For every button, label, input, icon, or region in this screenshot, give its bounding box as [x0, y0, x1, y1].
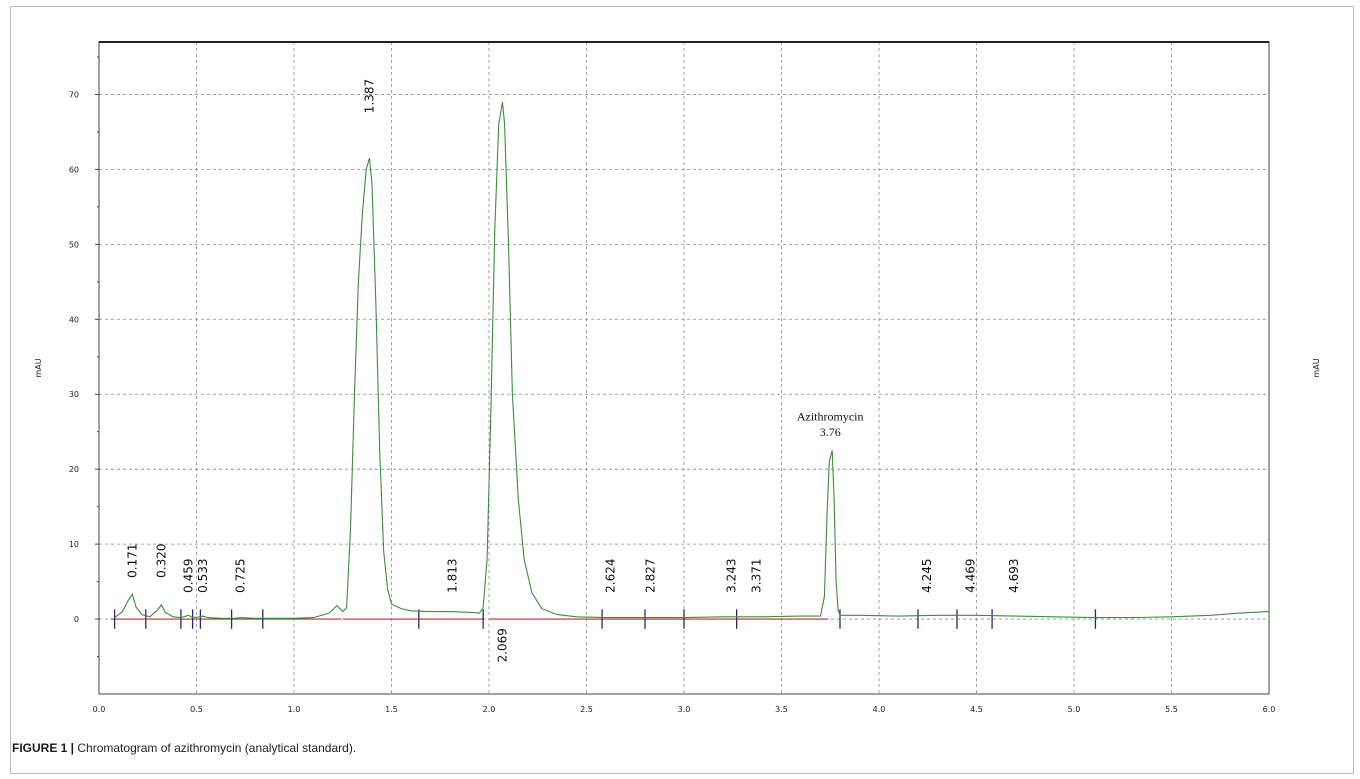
peak-label: 2.069: [495, 628, 509, 662]
x-tick-label: 0.0: [93, 705, 106, 714]
grid: [99, 42, 1269, 694]
chromatogram-chart: 0 10 20 30 40 50 60 70 0.0 0.5 1.0 1.5 2.0 2.5 3.0 3.5…: [34, 41, 1321, 714]
peak-label: 3.371: [749, 558, 763, 592]
peak-labels: 0.171 0.320 0.459 0.533 0.725 1.387 1.813 2.069…: [125, 79, 1021, 663]
x-tick-label: 3.5: [775, 705, 788, 714]
y-axis-label-right: mAU: [1312, 358, 1321, 377]
y-axis-label-left: mAU: [34, 358, 43, 377]
x-tick-label: 1.0: [288, 705, 301, 714]
peak-label: 2.624: [604, 558, 618, 592]
peak-label: 0.459: [182, 558, 196, 592]
figure-frame: 0 10 20 30 40 50 60 70 0.0 0.5 1.0 1.5 2.0 2.5 3.0 3.5…: [10, 6, 1354, 774]
peak-label: 3.243: [724, 558, 738, 592]
peak-label: 2.827: [643, 558, 657, 592]
x-tick-label: 4.5: [970, 705, 983, 714]
figure-caption: FIGURE 1 | Chromatogram of azithromycin …: [12, 741, 356, 755]
caption-text: Chromatogram of azithromycin (analytical…: [74, 741, 357, 755]
y-tick-label: 0: [74, 615, 79, 624]
peak-label: 0.171: [125, 543, 139, 577]
chromatogram-signal-line: [114, 101, 1270, 619]
x-tick-label: 6.0: [1263, 705, 1276, 714]
y-tick-label: 60: [69, 165, 79, 174]
integration-markers: [113, 609, 1097, 629]
y-tick-label: 20: [69, 465, 79, 474]
x-axis-ticks: 0.0 0.5 1.0 1.5 2.0 2.5 3.0 3.5 4.0 4.5 5.0 5.5 6.0: [93, 705, 1276, 714]
y-tick-label: 70: [69, 90, 79, 99]
peak-label: 4.245: [920, 558, 934, 592]
peak-label: 4.469: [963, 558, 977, 592]
y-tick-label: 50: [69, 240, 79, 249]
x-tick-label: 1.5: [385, 705, 398, 714]
peak-label: 0.725: [233, 558, 247, 592]
peak-label: 4.693: [1007, 558, 1021, 592]
x-tick-label: 4.0: [873, 705, 886, 714]
x-tick-label: 5.5: [1165, 705, 1178, 714]
x-tick-label: 2.5: [580, 705, 593, 714]
y-tick-label: 40: [69, 315, 79, 324]
x-tick-label: 2.0: [483, 705, 496, 714]
x-tick-label: 3.0: [678, 705, 691, 714]
x-tick-label: 5.0: [1068, 705, 1081, 714]
peak-label: 0.533: [196, 558, 210, 592]
y-tick-label: 10: [69, 540, 79, 549]
x-tick-label: 0.5: [190, 705, 203, 714]
y-axis-ticks: 0 10 20 30 40 50 60 70: [69, 56, 99, 658]
azithromycin-annotation: Azithromycin: [797, 409, 864, 423]
peak-label: 1.387: [362, 79, 376, 113]
peak-label: 0.320: [154, 543, 168, 577]
caption-lead: FIGURE 1 |: [12, 741, 75, 755]
y-tick-label: 30: [69, 390, 79, 399]
peak-label: 1.813: [446, 558, 460, 592]
azithromycin-retention-time: 3.76: [820, 425, 841, 439]
